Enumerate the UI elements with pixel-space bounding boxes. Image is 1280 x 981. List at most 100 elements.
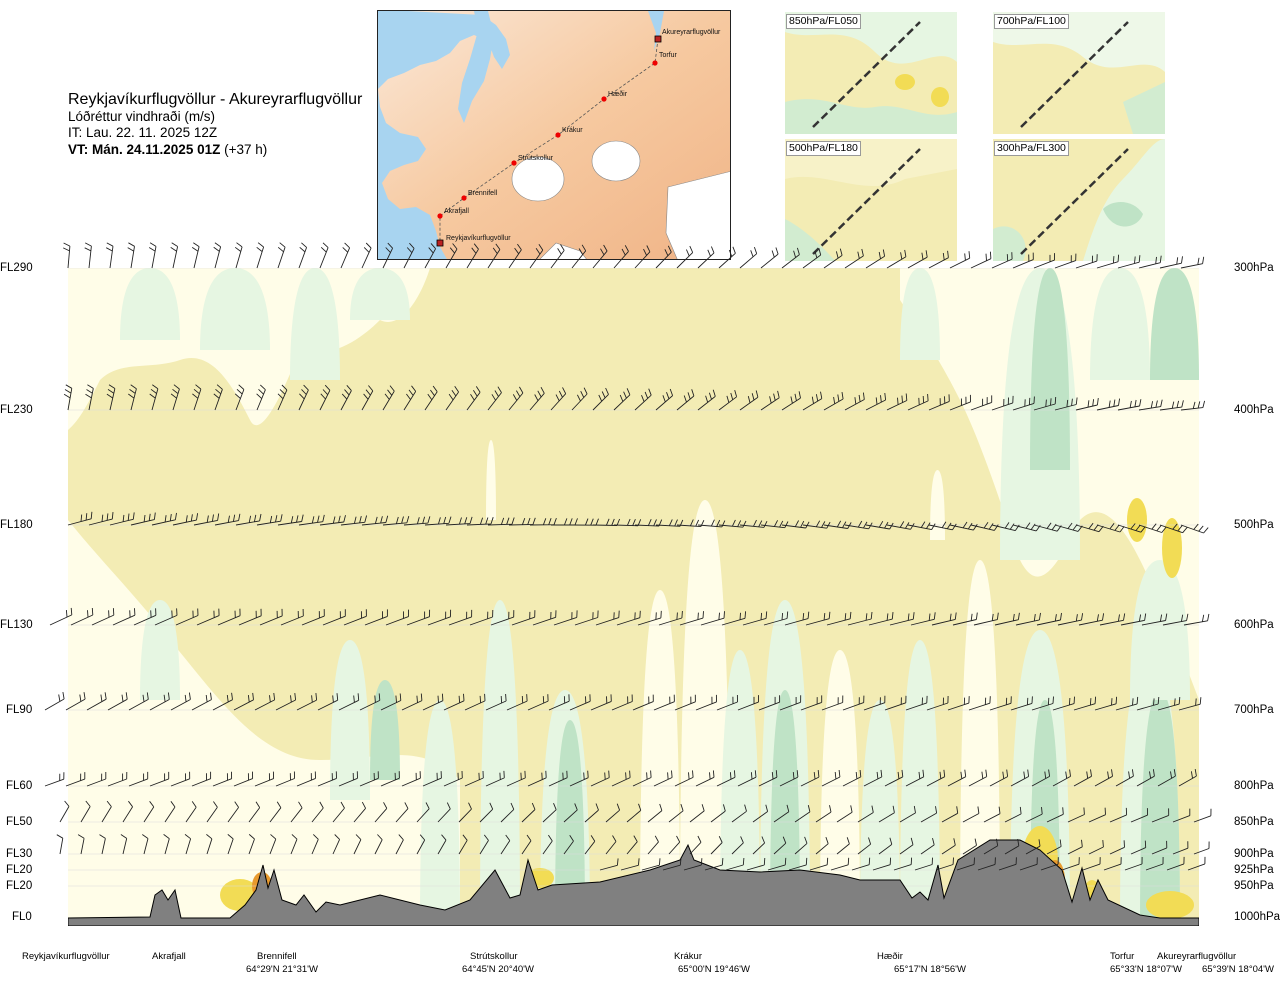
wind-barb [233, 771, 254, 787]
wind-barb [212, 692, 233, 711]
wind-barb [947, 769, 967, 787]
wind-barb [91, 608, 115, 626]
level-label-fl90: FL90 [6, 704, 33, 716]
terrain-profile [68, 839, 1199, 926]
wind-barb [592, 387, 609, 411]
central-updraft-a [420, 700, 460, 926]
level-label-fl0: FL0 [12, 911, 32, 923]
wind-barb [1172, 841, 1189, 855]
wind-barb [1015, 612, 1041, 626]
wind-barb [1046, 839, 1062, 855]
inset-300: 300hPa/FL300 [993, 139, 1165, 261]
wind-barb [319, 242, 329, 269]
wind-barb [683, 858, 703, 871]
map-waypoint-str-tskollur [511, 160, 517, 166]
wind-barb [802, 248, 822, 269]
wind-barb [88, 512, 114, 526]
wind-barb [1094, 769, 1113, 787]
wind-barb [634, 519, 663, 527]
wind-barb [248, 834, 255, 855]
wind-barb [655, 245, 672, 269]
wind-barb [1031, 696, 1054, 711]
wind-barb [935, 857, 954, 871]
pressure-label-950: 950hPa [1234, 880, 1274, 892]
map-label-h-ir: Hæðir [608, 90, 628, 98]
map-waypoint-akrafjall [437, 213, 443, 219]
wind-barb [760, 390, 780, 411]
wind-barb [865, 392, 887, 411]
wind-barb [508, 243, 522, 269]
upper-right-updraft-a [900, 268, 940, 360]
wind-barb [170, 692, 191, 711]
central-neutral-d [960, 560, 1000, 926]
wind-barb [1151, 808, 1170, 823]
upper-right-updraft-c [1030, 268, 1070, 470]
wind-barb [1151, 840, 1168, 855]
wind-barb [101, 800, 112, 823]
issue-time: IT: Lau. 22. 11. 2025 12Z [68, 125, 218, 140]
wind-barb [464, 693, 486, 711]
wind-barb [70, 607, 94, 626]
wind-barb [290, 834, 298, 855]
wind-barb [773, 836, 787, 855]
waypoint-label-torfur: Torfur [1110, 951, 1135, 962]
wind-barb [763, 611, 789, 626]
wind-barb [196, 608, 220, 626]
wind-barb [1159, 523, 1188, 534]
wind-barb [385, 609, 409, 626]
wind-barb [142, 834, 149, 855]
wind-barb [86, 692, 107, 711]
wind-barb [752, 804, 769, 823]
wind-barb [613, 245, 629, 269]
wind-barb [928, 521, 957, 531]
wind-barb [994, 612, 1020, 626]
wind-barb [844, 248, 864, 269]
inset-700: 700hPa/FL100 [993, 12, 1165, 134]
wind-barb [374, 802, 388, 823]
wind-barb [1040, 857, 1059, 871]
wind-barb [956, 857, 975, 871]
wind-barb [338, 771, 358, 787]
wind-barb [445, 243, 458, 269]
wind-barb [213, 242, 222, 269]
wind-barb [773, 804, 790, 823]
wind-barb [1004, 806, 1022, 823]
wind-barb [84, 242, 92, 269]
wind-barb [863, 769, 883, 787]
wind-barb [899, 805, 916, 823]
wind-barb [865, 249, 886, 269]
wind-barb [437, 834, 447, 855]
wind-barb [105, 242, 114, 269]
wind-barb [403, 242, 415, 269]
wind-barb [931, 612, 957, 626]
wind-barb [737, 770, 757, 787]
wind-barb [1012, 522, 1041, 532]
wind-barb [1103, 857, 1122, 871]
wind-barb [214, 513, 241, 526]
wind-barb [227, 834, 234, 855]
wind-barb [485, 693, 507, 711]
wind-barb [689, 835, 702, 855]
pressure-label-800: 800hPa [1234, 780, 1274, 792]
wind-barb [802, 391, 823, 411]
wind-barb [1025, 839, 1041, 855]
route-line: Akureyrarflugvöllur Torfur Hæðir Krákur Strú… [436, 29, 721, 247]
wind-barb [1136, 769, 1155, 787]
map-label-kr-kur: Krákur [562, 127, 583, 134]
wind-barb [128, 771, 149, 787]
wind-barb [77, 834, 85, 855]
wind-barb [941, 806, 959, 823]
wind-barb [298, 384, 309, 411]
pressure-label-925: 925hPa [1234, 864, 1274, 876]
wind-barb [584, 803, 599, 823]
wind-barb [86, 772, 107, 787]
wind-barb [296, 693, 318, 711]
wind-barb [1187, 856, 1206, 871]
wind-barb [458, 834, 468, 855]
wind-barb [277, 242, 286, 269]
wind-barb [361, 515, 389, 526]
wind-barb [487, 243, 501, 269]
wind-barb [569, 694, 591, 711]
wind-barb [508, 517, 536, 526]
wind-barb [416, 834, 426, 855]
